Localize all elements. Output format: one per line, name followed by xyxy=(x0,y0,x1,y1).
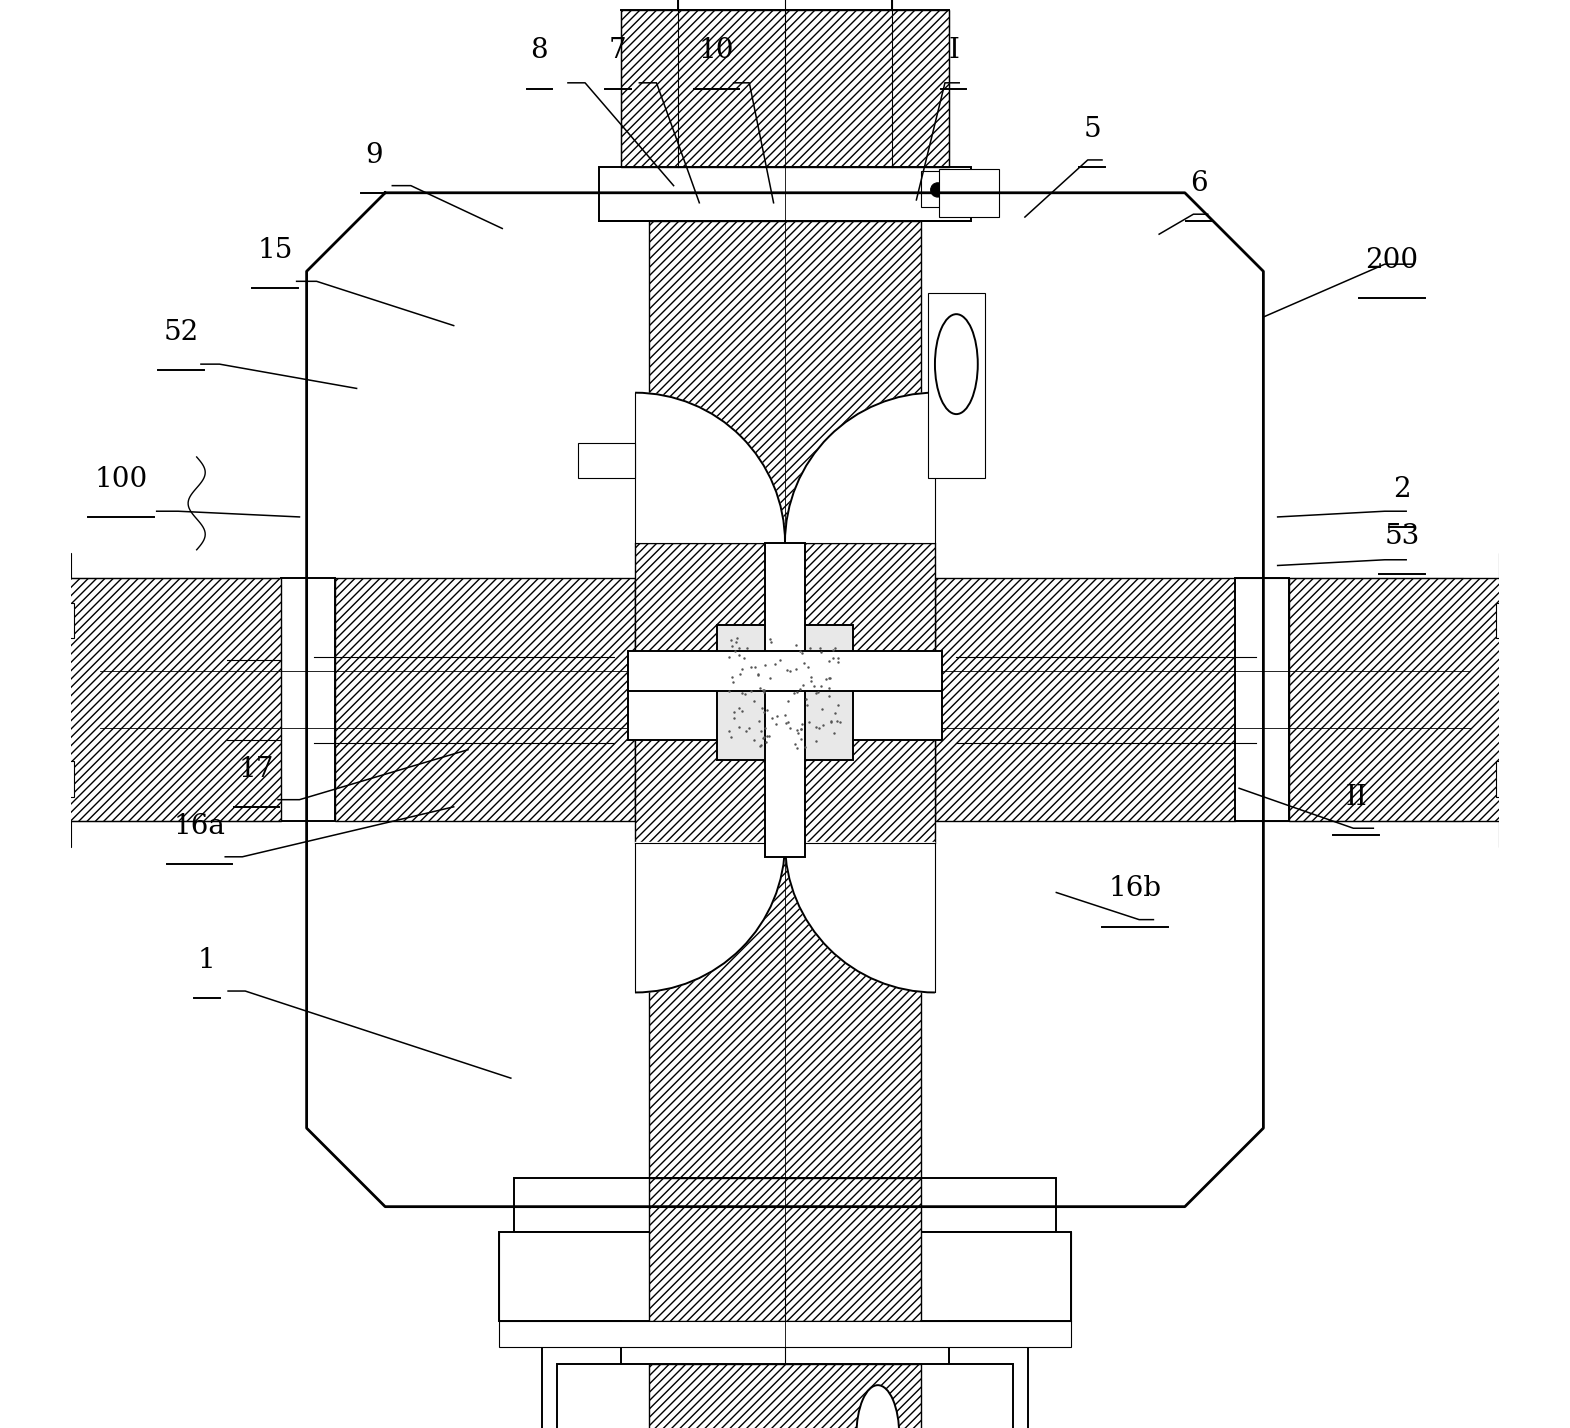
Bar xyxy=(928,293,984,478)
Text: 9: 9 xyxy=(364,141,383,169)
Bar xyxy=(35,553,71,578)
Bar xyxy=(939,169,999,217)
Text: 53: 53 xyxy=(1385,523,1419,550)
Text: I: I xyxy=(948,37,959,64)
Bar xyxy=(499,1232,1071,1321)
Text: 200: 200 xyxy=(1366,247,1418,274)
Ellipse shape xyxy=(931,183,945,197)
Text: 17: 17 xyxy=(239,755,275,783)
Bar xyxy=(650,221,920,550)
Bar xyxy=(600,167,970,221)
Polygon shape xyxy=(634,843,785,992)
Bar xyxy=(334,578,634,821)
Bar xyxy=(628,660,942,740)
Bar xyxy=(499,1321,1071,1347)
Text: 52: 52 xyxy=(163,318,198,346)
Bar xyxy=(950,1321,1028,1428)
Bar xyxy=(1499,821,1535,847)
Text: 2: 2 xyxy=(1393,476,1411,503)
Text: II: II xyxy=(1345,784,1367,811)
Bar xyxy=(46,761,74,797)
Text: 6: 6 xyxy=(1190,170,1207,197)
Ellipse shape xyxy=(0,631,52,688)
Bar xyxy=(1518,621,1570,778)
Bar xyxy=(542,1321,620,1428)
Bar xyxy=(620,10,950,167)
Bar xyxy=(678,0,892,10)
Bar xyxy=(513,1178,1057,1232)
Bar xyxy=(936,578,1236,821)
Bar xyxy=(628,651,942,691)
Bar xyxy=(1499,553,1535,578)
Text: 7: 7 xyxy=(609,37,626,64)
Text: 10: 10 xyxy=(699,37,735,64)
Bar xyxy=(1496,603,1524,638)
Bar xyxy=(1567,643,1570,757)
Text: 15: 15 xyxy=(257,237,294,264)
Text: 16a: 16a xyxy=(174,813,226,840)
Polygon shape xyxy=(306,193,1264,1207)
Text: 16b: 16b xyxy=(1108,875,1162,902)
Text: 5: 5 xyxy=(1083,116,1101,143)
Bar xyxy=(1496,761,1524,797)
Bar xyxy=(650,1364,920,1428)
Polygon shape xyxy=(785,393,936,543)
Bar xyxy=(46,603,74,638)
Bar xyxy=(717,625,853,760)
Bar xyxy=(1289,578,1518,821)
Bar xyxy=(0,643,3,757)
Ellipse shape xyxy=(1518,631,1570,688)
Polygon shape xyxy=(634,393,785,543)
Bar xyxy=(556,1364,1014,1428)
Ellipse shape xyxy=(936,314,978,414)
Ellipse shape xyxy=(856,1385,900,1428)
Bar xyxy=(281,578,334,821)
Bar xyxy=(578,443,634,478)
Text: 1: 1 xyxy=(198,947,215,974)
Bar xyxy=(1236,578,1289,821)
Bar xyxy=(314,657,1256,743)
Bar xyxy=(765,543,805,857)
Bar xyxy=(52,578,281,821)
Bar xyxy=(650,1178,920,1321)
Bar xyxy=(35,821,71,847)
Bar xyxy=(0,621,52,778)
Bar xyxy=(920,171,992,207)
Bar xyxy=(634,543,936,843)
Text: 100: 100 xyxy=(94,466,148,493)
Ellipse shape xyxy=(961,183,975,197)
Text: 8: 8 xyxy=(531,37,548,64)
Bar xyxy=(650,850,920,1178)
Polygon shape xyxy=(785,843,936,992)
